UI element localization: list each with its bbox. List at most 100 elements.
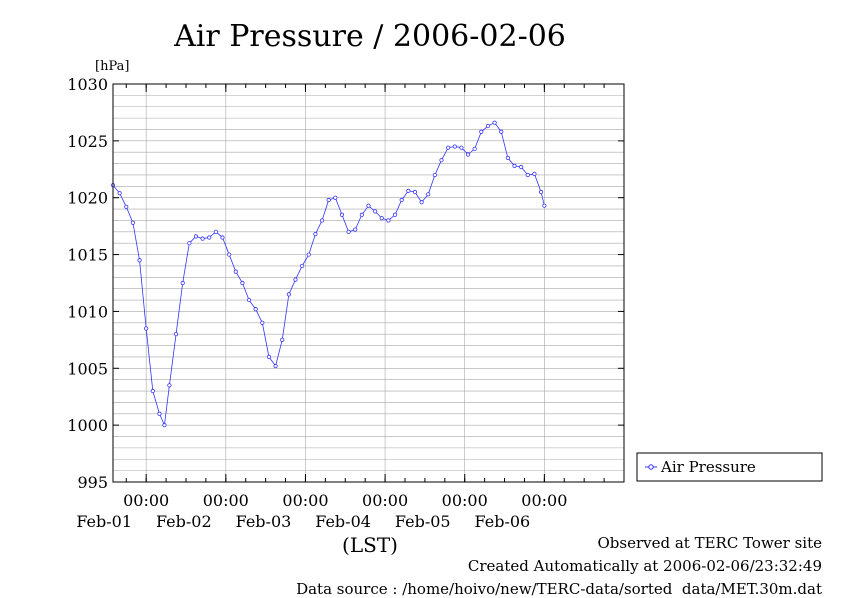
grid-lines: [113, 84, 624, 482]
chart-title: Air Pressure / 2006-02-06: [173, 19, 566, 54]
x-tick-time-label: 00:00: [282, 491, 328, 510]
data-point: [300, 263, 305, 269]
data-point: [333, 195, 338, 200]
footer-source: Data source : /home/hoivo/new/TERC-data/…: [296, 580, 822, 598]
data-point: [227, 252, 232, 257]
x-tick-time-label: 00:00: [442, 491, 488, 510]
data-point: [446, 145, 451, 150]
data-point: [266, 354, 272, 360]
series-air-pressure: [110, 120, 547, 428]
data-point: [187, 241, 192, 246]
x-tick-date-label: Feb-04: [315, 512, 371, 531]
data-point: [359, 212, 364, 217]
data-point: [392, 212, 398, 217]
y-tick-label: 1015: [67, 246, 108, 265]
data-point: [173, 332, 179, 337]
x-tick-time-label: 00:00: [521, 491, 567, 510]
data-point: [326, 197, 331, 203]
data-point: [542, 203, 547, 208]
y-tick-label: 1005: [67, 359, 108, 378]
data-point: [519, 164, 524, 170]
data-point: [512, 163, 517, 168]
data-point: [525, 172, 530, 178]
data-point: [162, 423, 167, 428]
data-point: [479, 129, 484, 134]
data-point: [452, 144, 457, 149]
data-point: [213, 229, 218, 234]
data-point: [412, 189, 418, 195]
data-point: [180, 280, 185, 286]
data-point: [353, 227, 358, 232]
data-point: [157, 411, 162, 416]
data-point: [346, 229, 351, 234]
data-point: [246, 297, 252, 303]
plot-frame: [112, 83, 625, 483]
data-point: [130, 220, 136, 225]
y-tick-label: 1000: [67, 416, 108, 435]
data-point: [193, 234, 199, 239]
y-tick-label: 1030: [67, 75, 108, 94]
footer-created: Created Automatically at 2006-02-06/23:3…: [467, 557, 822, 575]
y-tick-label: 995: [77, 473, 108, 492]
data-point: [532, 171, 537, 176]
data-point: [117, 191, 122, 196]
data-point: [150, 388, 155, 394]
x-tick-date-label: Feb-05: [395, 512, 451, 531]
data-point: [233, 269, 238, 274]
data-point: [472, 146, 477, 151]
data-point: [419, 200, 424, 205]
x-tick-date-label: Feb-03: [236, 512, 292, 531]
axes: 995 1000 1005 1010 1015 1020 1025 1030 00:00 Feb-…: [67, 75, 625, 531]
data-point: [538, 189, 544, 195]
data-point: [286, 292, 291, 297]
legend-label: Air Pressure: [660, 458, 756, 476]
data-point: [386, 218, 391, 223]
data-point: [200, 236, 205, 241]
data-point: [313, 232, 318, 237]
data-point: [406, 188, 411, 193]
data-point: [465, 152, 471, 157]
legend-marker: [648, 464, 654, 470]
data-point: [240, 280, 245, 286]
x-tick-date-label: Feb-02: [156, 512, 212, 531]
data-point: [280, 337, 285, 342]
x-axis-label: (LST): [342, 533, 398, 557]
data-point: [373, 209, 378, 214]
data-point: [492, 120, 497, 125]
x-tick-date-label: Feb-06: [475, 512, 531, 531]
data-point: [253, 307, 258, 312]
data-point: [260, 320, 265, 325]
data-point: [293, 277, 298, 282]
data-point: [124, 204, 129, 209]
y-tick-label: 1020: [67, 189, 108, 208]
data-point: [339, 212, 345, 217]
x-tick-time-label: 00:00: [123, 491, 169, 510]
x-tick-date-label: Feb-01: [76, 512, 132, 531]
data-point: [306, 252, 311, 257]
data-point: [439, 158, 444, 163]
data-point: [459, 145, 464, 150]
data-point: [399, 197, 404, 203]
y-axis-unit: [hPa]: [95, 59, 129, 74]
x-tick-time-label: 00:00: [203, 491, 249, 510]
data-point: [137, 258, 142, 263]
data-point: [366, 203, 371, 208]
footer-site: Observed at TERC Tower site: [597, 534, 822, 552]
data-point: [432, 172, 437, 178]
data-point: [505, 155, 510, 161]
y-tick-label: 1010: [67, 302, 108, 321]
legend: Air Pressure: [636, 452, 823, 482]
data-point: [220, 235, 225, 240]
data-point: [207, 235, 212, 240]
data-point: [167, 383, 172, 388]
data-point: [144, 326, 149, 331]
legend-box: [636, 452, 823, 482]
data-point: [319, 218, 325, 223]
x-tick-time-label: 00:00: [362, 491, 408, 510]
data-point: [499, 129, 504, 134]
data-point: [273, 363, 278, 369]
data-point: [426, 192, 431, 197]
y-tick-label: 1025: [67, 132, 108, 151]
data-point: [485, 123, 491, 129]
